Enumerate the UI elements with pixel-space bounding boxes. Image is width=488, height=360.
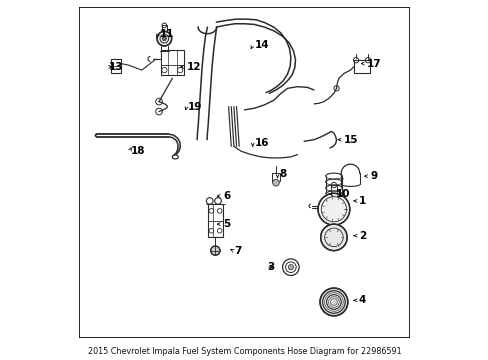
Circle shape xyxy=(272,179,279,186)
Text: 15: 15 xyxy=(343,135,358,145)
Text: 9: 9 xyxy=(369,171,377,181)
Text: 19: 19 xyxy=(188,102,202,112)
Text: 17: 17 xyxy=(366,59,381,68)
Bar xyxy=(330,185,337,193)
Text: 2015 Chevrolet Impala Fuel System Components Hose Diagram for 22986591: 2015 Chevrolet Impala Fuel System Compon… xyxy=(87,346,401,356)
Circle shape xyxy=(287,265,293,270)
Bar xyxy=(162,26,166,31)
Text: 12: 12 xyxy=(186,62,201,72)
Circle shape xyxy=(157,31,171,46)
Text: 13: 13 xyxy=(108,62,123,72)
Text: 4: 4 xyxy=(358,295,366,305)
Text: 8: 8 xyxy=(279,170,286,179)
Text: 7: 7 xyxy=(234,246,242,256)
Bar xyxy=(271,173,279,181)
Circle shape xyxy=(319,288,347,316)
Text: 16: 16 xyxy=(254,138,268,148)
Bar xyxy=(207,204,223,237)
Text: 2: 2 xyxy=(358,231,365,241)
Text: 18: 18 xyxy=(131,146,145,156)
Bar xyxy=(111,59,121,73)
Text: 1: 1 xyxy=(358,196,365,206)
Bar xyxy=(353,60,369,73)
Circle shape xyxy=(320,224,346,251)
Text: 5: 5 xyxy=(223,219,230,229)
Text: 11: 11 xyxy=(160,29,174,39)
Text: 14: 14 xyxy=(254,40,268,50)
Text: 3: 3 xyxy=(267,262,274,272)
Text: 6: 6 xyxy=(223,191,230,201)
Text: 10: 10 xyxy=(335,189,349,199)
Circle shape xyxy=(317,193,349,225)
Circle shape xyxy=(210,246,220,255)
Bar xyxy=(161,50,183,75)
Circle shape xyxy=(162,37,166,41)
